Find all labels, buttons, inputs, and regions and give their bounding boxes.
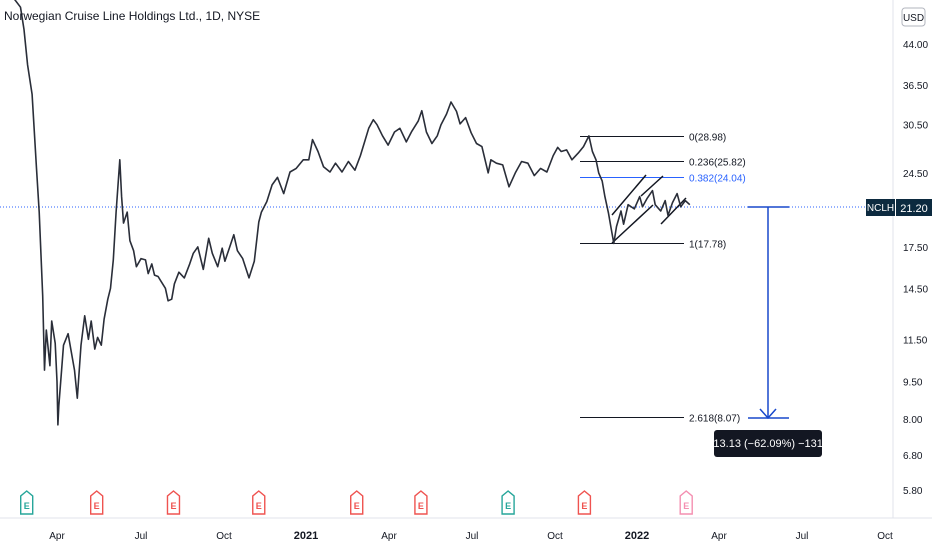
fib-level-label: 2.618(8.07) [689, 414, 740, 425]
currency-label: USD [903, 13, 924, 24]
fib-level-label: 0.236(25.82) [689, 158, 746, 169]
price-line[interactable] [8, 0, 691, 426]
earnings-marker-letter: E [354, 501, 360, 511]
price-tick-label: 8.00 [903, 415, 923, 426]
earnings-marker-letter: E [505, 501, 511, 511]
time-axis[interactable]: Apr Jul Oct 2021 Apr Jul Oct 2022 Apr Jul Oct [49, 530, 893, 542]
price-tick-label: 6.80 [903, 451, 923, 462]
price-tick-label: 36.50 [903, 81, 928, 92]
time-tick-label: Jul [796, 531, 809, 542]
earnings-marker-icon[interactable]: E [252, 490, 266, 515]
fibonacci-extension[interactable]: 0(28.98) 0.236(25.82) 0.382(24.04) 1(17.78)… [580, 133, 746, 425]
earnings-marker-letter: E [24, 501, 30, 511]
time-tick-label: Oct [547, 531, 563, 542]
fib-level-label: 1(17.78) [689, 240, 726, 251]
earnings-marker-letter: E [418, 501, 424, 511]
symbol-label: NCLH [867, 203, 894, 214]
time-tick-label: Apr [49, 531, 65, 542]
price-tick-label: 11.50 [903, 335, 928, 346]
wedge-upper-line-1[interactable] [611, 174, 647, 216]
fib-level-label: 0(28.98) [689, 133, 726, 144]
price-tick-label: 24.50 [903, 169, 928, 180]
earnings-marker-icon[interactable]: E [89, 490, 104, 515]
price-tick-label: 9.50 [903, 377, 923, 388]
price-tick-label: 30.50 [903, 121, 928, 132]
price-tick-label: 17.50 [903, 243, 928, 254]
chart-title: Norwegian Cruise Line Holdings Ltd., 1D,… [4, 9, 260, 23]
earnings-marker-icon[interactable]: E [501, 490, 515, 515]
earnings-marker-icon[interactable]: E [350, 490, 364, 515]
price-tick-label: 5.80 [903, 486, 923, 497]
time-tick-label: Oct [216, 531, 232, 542]
wedge-lower-line-2[interactable] [660, 197, 687, 225]
earnings-marker-icon[interactable]: E [414, 490, 428, 515]
symbol-badge[interactable] [866, 199, 895, 216]
time-tick-label: Oct [877, 531, 893, 542]
earnings-marker-letter: E [170, 501, 176, 511]
measure-label-box [714, 430, 822, 457]
rising-wedge-trendlines[interactable] [611, 174, 687, 244]
earnings-marker-icon[interactable]: E [577, 490, 592, 515]
time-tick-label: Apr [381, 531, 397, 542]
measure-label: −13.13 (−62.09%) −1313 [707, 438, 829, 450]
earnings-marker-icon[interactable]: E [166, 490, 181, 515]
earnings-marker-icon[interactable]: E [20, 490, 34, 515]
last-price-label: 21.20 [900, 203, 928, 215]
time-tick-label: Jul [466, 531, 479, 542]
fib-level-label: 0.382(24.04) [689, 174, 746, 185]
time-tick-label: Jul [135, 531, 148, 542]
time-tick-label: 2021 [294, 530, 318, 542]
price-axis[interactable]: 5.806.808.009.5011.5014.5017.5020.5024.5… [903, 40, 928, 497]
earnings-marker-letter: E [683, 501, 689, 511]
wedge-upper-line-2[interactable] [640, 175, 664, 197]
price-tick-label: 44.00 [903, 40, 928, 51]
measure-arrow-icon [759, 408, 777, 420]
time-tick-label: 2022 [625, 530, 649, 542]
time-tick-label: Apr [711, 531, 727, 542]
earnings-marker-icon[interactable]: E [679, 490, 693, 515]
wedge-lower-line-1[interactable] [611, 204, 654, 244]
earnings-marker-letter: E [581, 501, 587, 511]
price-tick-label: 14.50 [903, 284, 928, 295]
measure-tool[interactable]: −13.13 (−62.09%) −1313 [707, 206, 829, 457]
last-price-badge[interactable] [896, 199, 932, 216]
currency-badge[interactable] [901, 7, 926, 27]
earnings-marker-letter: E [256, 501, 262, 511]
earnings-marker-letter: E [94, 501, 100, 511]
